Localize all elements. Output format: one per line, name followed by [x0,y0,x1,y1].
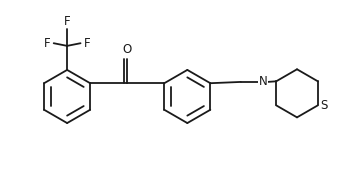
Text: F: F [64,15,71,28]
Text: S: S [320,99,328,112]
Text: F: F [84,37,90,50]
Text: F: F [44,37,51,50]
Text: N: N [258,76,267,88]
Text: O: O [123,43,132,56]
